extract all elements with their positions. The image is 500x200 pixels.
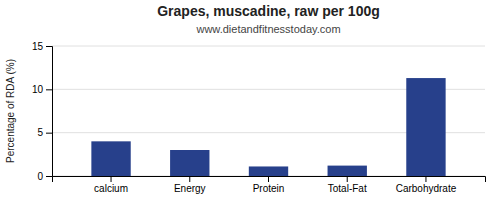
y-tick: 5 — [37, 127, 52, 138]
grid-line — [52, 46, 485, 47]
x-tick-label: Energy — [174, 183, 206, 194]
y-axis-line — [46, 47, 53, 177]
x-tick: Energy — [174, 176, 206, 194]
y-tick-mark — [46, 89, 52, 90]
subtitle: www.dietandfitnesstoday.com — [195, 23, 340, 35]
y-tick-mark — [46, 46, 52, 47]
x-axis-line — [53, 177, 486, 183]
x-tick-mark — [111, 176, 112, 182]
bar — [406, 78, 445, 176]
y-tick-mark — [46, 133, 52, 134]
x-tick: Carbohydrate — [396, 176, 457, 194]
y-tick-mark — [46, 176, 52, 177]
x-tick: Total-Fat — [328, 176, 367, 194]
y-tick-label: 15 — [32, 41, 44, 52]
x-tick-mark — [425, 176, 426, 182]
y-tick-label: 0 — [37, 171, 43, 182]
bar — [170, 150, 209, 176]
y-axis-title: Percentage of RDA (%) — [5, 59, 16, 163]
x-axis: calcium Energy Protein Total-Fat Carbohydrat… — [53, 176, 486, 194]
grid — [52, 46, 485, 176]
x-tick-label: Protein — [253, 183, 285, 194]
bar — [328, 166, 367, 176]
bar — [249, 166, 288, 176]
bar — [91, 141, 130, 176]
x-tick-label: Total-Fat — [328, 183, 367, 194]
y-tick-label: 10 — [32, 84, 44, 95]
y-tick: 15 — [32, 41, 52, 52]
bars — [91, 78, 445, 176]
x-tick-mark — [268, 176, 269, 182]
plot-area: 0 5 10 15 calcium Energy Protein Total-Fat Carbo… — [32, 41, 486, 194]
y-tick-label: 5 — [37, 127, 43, 138]
x-tick-label: calcium — [94, 183, 128, 194]
chart-container: Grapes, muscadine, raw per 100g www.dieta… — [0, 0, 500, 200]
x-tick-label: Carbohydrate — [396, 183, 457, 194]
title: Grapes, muscadine, raw per 100g — [157, 3, 380, 19]
chart-svg: Grapes, muscadine, raw per 100g www.dieta… — [0, 0, 500, 200]
y-tick: 0 — [37, 171, 52, 182]
x-tick-mark — [189, 176, 190, 182]
y-tick: 10 — [32, 84, 52, 95]
x-tick: Protein — [253, 176, 285, 194]
x-tick: calcium — [94, 176, 128, 194]
y-axis: 0 5 10 15 — [32, 41, 53, 182]
x-tick-mark — [347, 176, 348, 182]
